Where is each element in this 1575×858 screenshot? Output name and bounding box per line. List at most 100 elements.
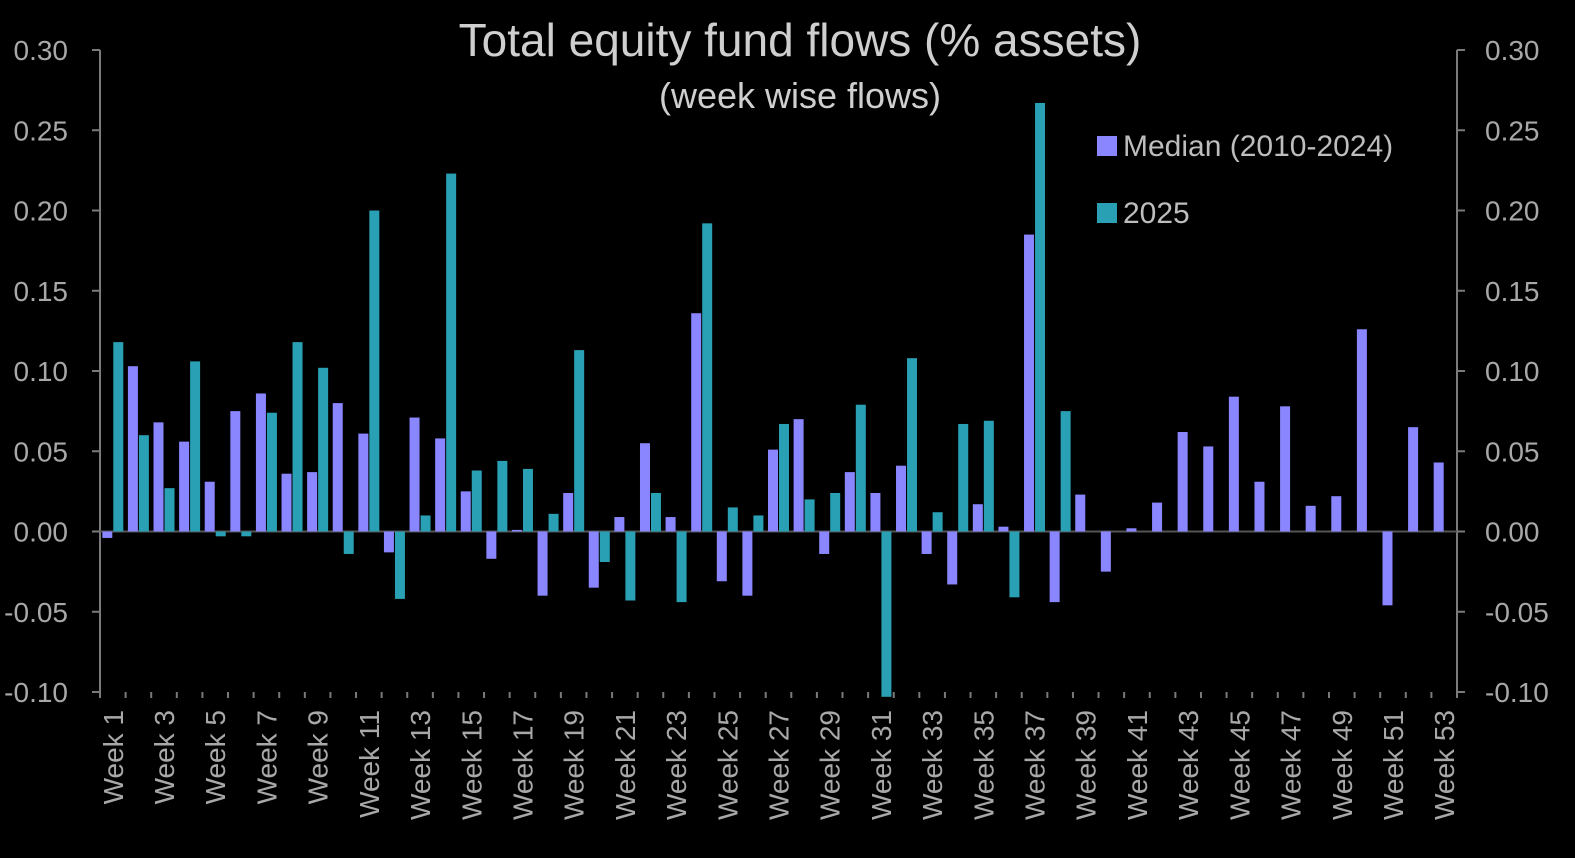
bar-2025-week-2 — [138, 435, 149, 532]
x-tick-label: Week 21 — [610, 710, 641, 820]
y-tick-label-left: 0.30 — [14, 35, 69, 66]
x-tick-label: Week 11 — [354, 710, 385, 818]
y-tick-label-right: -0.05 — [1485, 597, 1549, 628]
y-tick-label-right: 0.25 — [1485, 115, 1540, 146]
bar-median-week-45 — [1228, 396, 1239, 532]
bar-median-week-9 — [307, 472, 318, 532]
legend-label-median: Median (2010-2024) — [1123, 130, 1393, 163]
bar-median-week-39 — [1075, 494, 1086, 532]
bar-2025-week-15 — [471, 470, 482, 532]
x-tick-label: Week 51 — [1378, 710, 1409, 820]
bar-2025-week-19 — [574, 350, 585, 532]
bar-median-week-19 — [563, 492, 574, 532]
y-tick-label-left: -0.05 — [4, 597, 68, 628]
bar-median-week-15 — [460, 491, 471, 532]
bar-median-week-17 — [511, 529, 522, 532]
bar-2025-week-28 — [804, 499, 815, 532]
y-tick-label-left: 0.25 — [14, 115, 69, 146]
bar-2025-week-23 — [676, 531, 687, 603]
bar-median-week-6 — [230, 411, 241, 532]
bar-2025-week-12 — [394, 531, 405, 599]
bar-median-week-3 — [153, 422, 164, 532]
bar-median-week-22 — [639, 443, 650, 532]
y-tick-label-left: 0.15 — [14, 276, 69, 307]
bar-2025-week-7 — [266, 412, 277, 532]
legend-swatch-2025 — [1097, 203, 1117, 223]
x-tick-label: Week 9 — [303, 710, 334, 804]
bar-2025-week-24 — [702, 223, 713, 532]
x-tick-label: Week 31 — [866, 710, 897, 820]
bar-2025-week-5 — [215, 531, 226, 537]
bar-median-week-50 — [1356, 329, 1367, 532]
bar-median-week-35 — [972, 504, 983, 532]
bar-2025-week-14 — [446, 173, 457, 532]
y-tick-label-right: 0.15 — [1485, 276, 1540, 307]
y-tick-label-right: 0.10 — [1485, 356, 1540, 387]
bar-2025-week-9 — [318, 367, 329, 532]
bar-median-week-7 — [255, 393, 266, 532]
bar-2025-week-25 — [727, 507, 738, 532]
bar-2025-week-35 — [983, 420, 994, 532]
bar-median-week-8 — [281, 473, 292, 532]
bar-median-week-30 — [844, 472, 855, 532]
x-tick-label: Week 23 — [661, 710, 692, 820]
bar-2025-week-8 — [292, 342, 303, 532]
bar-median-week-49 — [1331, 496, 1342, 532]
bar-median-week-48 — [1305, 505, 1316, 532]
bar-2025-week-21 — [625, 531, 636, 601]
axes-group: 0.30 0.30 0.25 0.25 0.20 0.20 0.15 0.15 0.10 0.10… — [4, 35, 1549, 820]
legend: Median (2010-2024) 2025 — [1097, 130, 1393, 230]
x-tick-label: Week 39 — [1071, 710, 1102, 820]
bar-median-week-47 — [1280, 406, 1291, 532]
bar-median-week-14 — [435, 438, 446, 532]
bar-median-week-20 — [588, 531, 599, 588]
bar-2025-week-37 — [1035, 102, 1046, 532]
bar-median-week-51 — [1382, 531, 1393, 606]
x-tick-label: Week 43 — [1173, 710, 1204, 820]
y-tick-label-right: 0.20 — [1485, 196, 1540, 227]
x-tick-label: Week 53 — [1429, 710, 1460, 820]
y-tick-label-left: -0.10 — [4, 677, 68, 708]
bar-2025-week-38 — [1060, 411, 1071, 532]
bar-2025-week-18 — [548, 513, 559, 532]
bar-median-week-13 — [409, 417, 420, 532]
bar-median-week-52 — [1408, 427, 1419, 532]
bar-2025-week-3 — [164, 488, 175, 532]
bar-median-week-43 — [1177, 431, 1188, 532]
x-tick-label: Week 3 — [149, 710, 180, 804]
bar-median-week-32 — [896, 465, 907, 532]
bar-median-week-27 — [768, 449, 778, 532]
x-tick-label: Week 29 — [815, 710, 846, 820]
bar-2025-week-26 — [753, 515, 764, 532]
bar-2025-week-29 — [830, 492, 841, 532]
bar-median-week-10 — [332, 403, 343, 532]
bar-median-week-5 — [204, 481, 215, 532]
bar-median-week-46 — [1254, 481, 1265, 532]
bar-2025-week-16 — [497, 460, 508, 532]
bar-median-week-41 — [1126, 528, 1137, 532]
chart-subtitle: (week wise flows) — [659, 75, 941, 116]
bar-2025-week-32 — [907, 358, 918, 532]
x-tick-label: Week 13 — [405, 710, 436, 820]
bar-median-week-38 — [1049, 531, 1060, 603]
bar-2025-week-22 — [650, 492, 661, 532]
legend-swatch-median — [1097, 136, 1117, 156]
bar-2025-week-4 — [190, 361, 201, 532]
bar-2025-week-11 — [369, 210, 380, 532]
x-tick-label: Week 19 — [559, 710, 590, 820]
chart-title: Total equity fund flows (% assets) — [459, 14, 1142, 66]
bar-median-week-24 — [691, 313, 702, 532]
bar-median-week-23 — [665, 517, 676, 532]
bar-2025-week-36 — [1009, 531, 1020, 598]
bar-median-week-33 — [921, 531, 932, 554]
x-tick-label: Week 41 — [1122, 710, 1153, 820]
bar-2025-week-34 — [958, 423, 969, 532]
bar-median-week-1 — [102, 531, 113, 538]
bar-median-week-31 — [870, 492, 881, 532]
bar-median-week-18 — [537, 531, 548, 596]
bar-median-week-36 — [998, 526, 1009, 532]
bar-median-week-53 — [1433, 462, 1444, 532]
bar-median-week-29 — [819, 531, 830, 554]
